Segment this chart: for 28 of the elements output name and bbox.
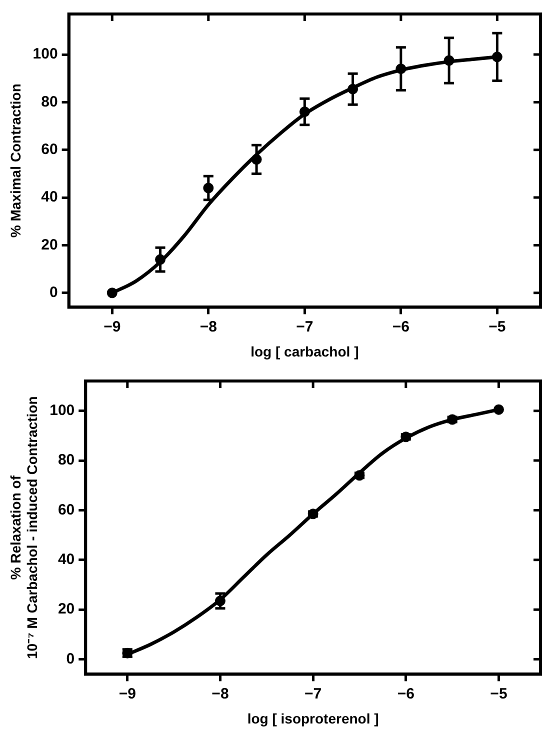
x-tick-label: −7 — [296, 318, 314, 336]
x-tick-label: −9 — [118, 685, 136, 702]
y-tick-label: 0 — [49, 284, 58, 302]
x-tick-label: −6 — [397, 685, 414, 702]
x-axis-title: log [ isoproterenol ] — [247, 710, 379, 726]
x-tick-label: −8 — [200, 318, 217, 336]
x-tick-label: −9 — [104, 318, 121, 336]
y-tick-label: 100 — [32, 46, 58, 63]
y-tick-label: 60 — [41, 141, 58, 158]
y-tick-label: 20 — [58, 600, 75, 618]
y-tick-label: 20 — [41, 236, 58, 254]
point — [493, 404, 504, 415]
y-tick-label: 40 — [41, 188, 58, 206]
y-tick-label: 80 — [58, 452, 75, 469]
point — [106, 288, 118, 298]
y-tick-label: 60 — [58, 501, 75, 518]
y-tick-label: 100 — [50, 402, 75, 419]
x-tick-label: −5 — [490, 685, 508, 702]
y-tick-label: 0 — [66, 650, 75, 668]
x-axis-title: log [ carbachol ] — [250, 343, 359, 360]
x-tick-label: −6 — [392, 318, 410, 336]
y-axis-title: % Relaxation of 10⁻⁷ M Carbachol - induced Contraction — [7, 396, 40, 660]
y-axis-title: % Maximal Contraction — [7, 84, 24, 238]
x-tick-label: −8 — [212, 685, 229, 702]
x-tick-label: −7 — [304, 685, 322, 702]
y-tick-label: 40 — [58, 551, 75, 568]
x-tick-label: −5 — [488, 318, 506, 336]
y-tick-label: 80 — [41, 93, 58, 110]
